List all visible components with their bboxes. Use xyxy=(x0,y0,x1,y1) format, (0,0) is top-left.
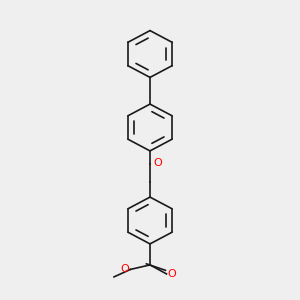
Text: O: O xyxy=(153,158,162,169)
Text: O: O xyxy=(167,269,176,279)
Text: O: O xyxy=(121,264,130,274)
